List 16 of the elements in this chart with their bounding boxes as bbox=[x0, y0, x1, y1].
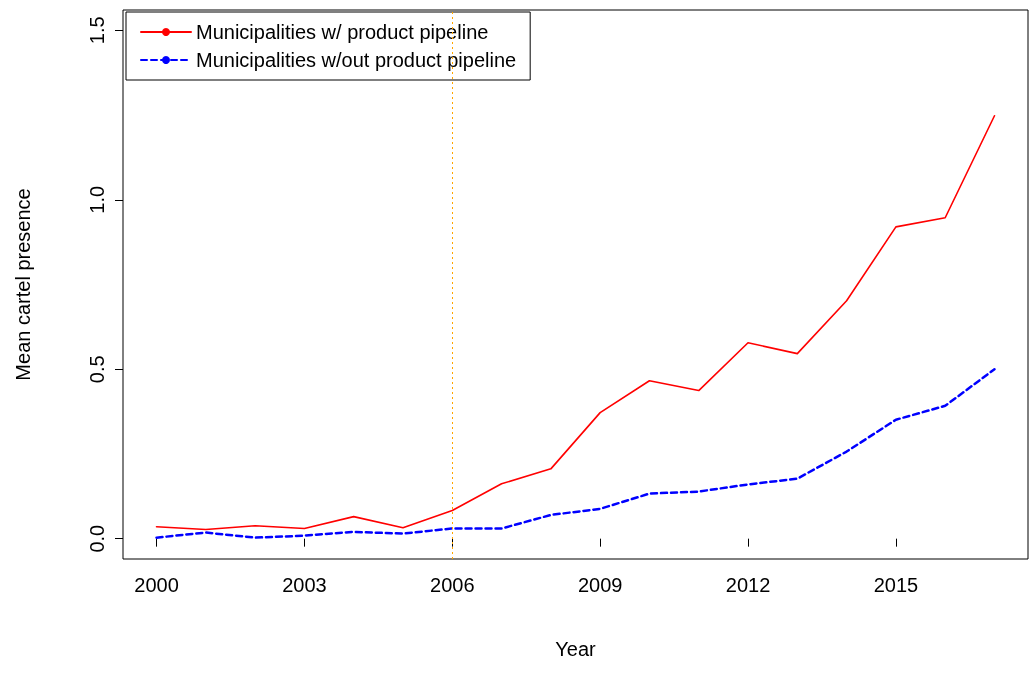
x-tick-label: 2000 bbox=[134, 574, 179, 596]
y-tick-label: 1.0 bbox=[86, 185, 108, 214]
legend-label: Municipalities w/out product pipeline bbox=[196, 49, 517, 71]
y-tick-label: 1.5 bbox=[86, 16, 108, 45]
line-series bbox=[155, 367, 996, 539]
x-axis-title: Year bbox=[555, 638, 597, 660]
x-tick-label: 2006 bbox=[430, 574, 475, 596]
y-axis-title: Mean cartel presence bbox=[12, 188, 34, 381]
x-tick-label: 2003 bbox=[282, 574, 327, 596]
line-series bbox=[155, 114, 996, 531]
x-tick-label: 2012 bbox=[725, 574, 771, 596]
y-tick-label: 0.0 bbox=[86, 524, 108, 553]
y-tick-label: 0.5 bbox=[86, 355, 108, 384]
legend-label: Municipalities w/ product pipeline bbox=[196, 21, 489, 43]
x-tick-label: 2015 bbox=[873, 574, 919, 596]
x-tick-label: 2009 bbox=[577, 574, 623, 596]
